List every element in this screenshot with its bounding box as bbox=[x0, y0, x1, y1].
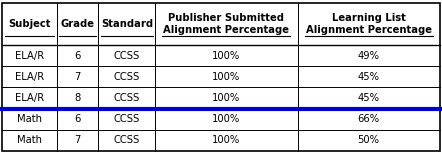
Text: 100%: 100% bbox=[212, 51, 240, 61]
Text: 7: 7 bbox=[75, 72, 81, 82]
Text: 100%: 100% bbox=[212, 72, 240, 82]
Text: CCSS: CCSS bbox=[114, 114, 140, 124]
Text: Subject: Subject bbox=[8, 19, 51, 29]
Text: 6: 6 bbox=[75, 51, 81, 61]
Text: 49%: 49% bbox=[358, 51, 380, 61]
Text: CCSS: CCSS bbox=[114, 93, 140, 103]
Text: Standard: Standard bbox=[101, 19, 153, 29]
Text: 100%: 100% bbox=[212, 114, 240, 124]
Text: CCSS: CCSS bbox=[114, 72, 140, 82]
Text: ELA/R: ELA/R bbox=[15, 51, 44, 61]
Text: ELA/R: ELA/R bbox=[15, 72, 44, 82]
Text: CCSS: CCSS bbox=[114, 135, 140, 145]
Text: 100%: 100% bbox=[212, 135, 240, 145]
Text: 50%: 50% bbox=[358, 135, 380, 145]
Text: Math: Math bbox=[17, 114, 42, 124]
Text: 6: 6 bbox=[75, 114, 81, 124]
Text: ELA/R: ELA/R bbox=[15, 93, 44, 103]
Text: 100%: 100% bbox=[212, 93, 240, 103]
Text: 8: 8 bbox=[75, 93, 81, 103]
Text: Math: Math bbox=[17, 135, 42, 145]
Text: Grade: Grade bbox=[61, 19, 95, 29]
Text: Learning List
Alignment Percentage: Learning List Alignment Percentage bbox=[306, 13, 432, 35]
Text: Publisher Submitted
Alignment Percentage: Publisher Submitted Alignment Percentage bbox=[164, 13, 290, 35]
Text: 66%: 66% bbox=[358, 114, 380, 124]
Text: 45%: 45% bbox=[358, 72, 380, 82]
Text: 45%: 45% bbox=[358, 93, 380, 103]
Text: 7: 7 bbox=[75, 135, 81, 145]
Text: CCSS: CCSS bbox=[114, 51, 140, 61]
